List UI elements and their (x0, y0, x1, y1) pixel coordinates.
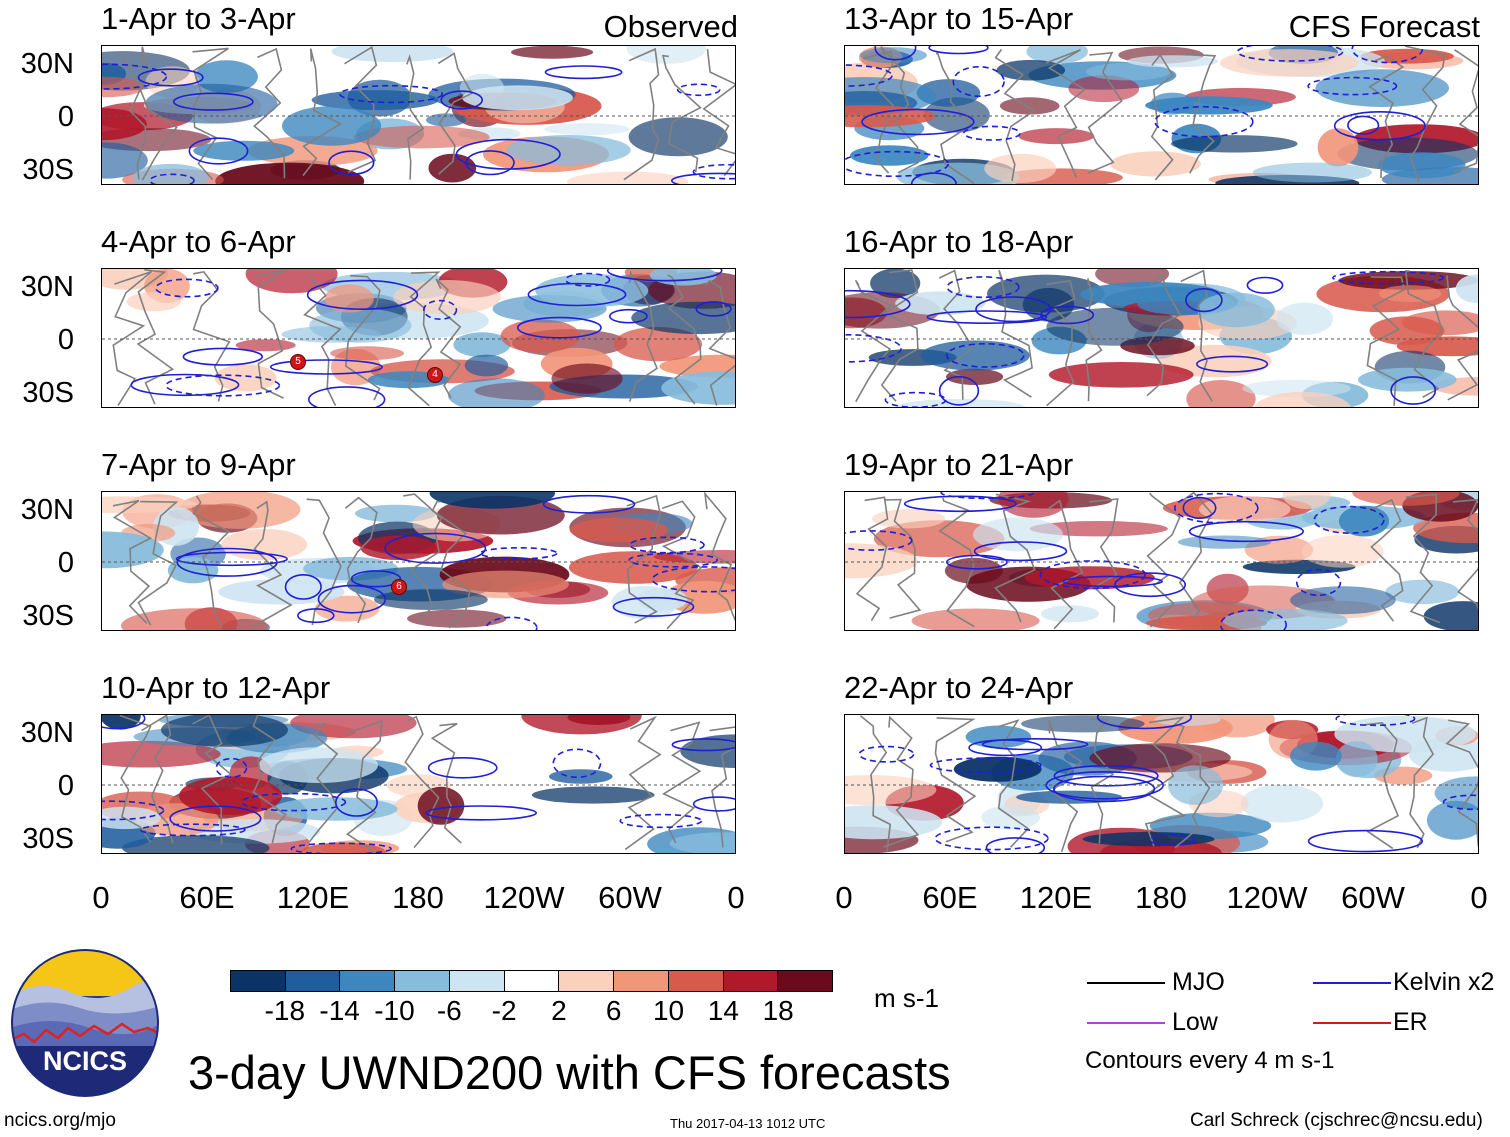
colorbar-swatch (449, 971, 505, 991)
colorbar-swatch (285, 971, 341, 991)
contour-note: Contours every 4 m s-1 (1085, 1047, 1335, 1074)
y-label-0: 0 (57, 547, 74, 579)
storm-marker: 5 (290, 354, 306, 370)
colorbar-tick-label: 14 (707, 995, 739, 1026)
colorbar-tick-label: -2 (491, 995, 517, 1026)
x-label: 60W (598, 880, 662, 915)
x-label: 180 (1135, 880, 1187, 915)
colorbar-tick-label: 18 (762, 995, 794, 1026)
x-label: 0 (1470, 880, 1488, 915)
figure-title: 3-day UWND200 with CFS forecasts (188, 1046, 951, 1099)
y-label-30s: 30S (22, 600, 74, 632)
storm-marker: 6 (391, 579, 407, 595)
colorbar-swatch (231, 971, 286, 991)
x-label: 0 (727, 880, 745, 915)
panel-title-forecast-3: 19-Apr to 21-Apr (844, 447, 1074, 482)
colorbar-tick-label: 6 (605, 995, 622, 1026)
map-observed-3 (101, 491, 736, 631)
colorbar-tick-label: -18 (264, 995, 306, 1026)
panel-title-observed-4: 10-Apr to 12-Apr (101, 670, 331, 705)
map-field (845, 715, 1478, 853)
colorbar-swatch (614, 971, 669, 991)
x-label: 0 (835, 880, 853, 915)
footer-url[interactable]: ncics.org/mjo (4, 1110, 116, 1131)
map-field (845, 492, 1478, 630)
x-label: 120W (1226, 880, 1308, 915)
map-observed-4 (101, 714, 736, 854)
legend-line-er (1313, 1022, 1391, 1024)
colorbar-tick-label: 10 (652, 995, 685, 1026)
y-label-30s: 30S (22, 377, 74, 409)
legend-label-low: Low (1172, 1008, 1218, 1036)
ncics-logo: NCICS (10, 948, 160, 1098)
x-label: 120W (483, 880, 565, 915)
map-field (102, 492, 735, 630)
logo-text: NCICS (43, 1046, 127, 1076)
legend-line-kelvin (1313, 982, 1391, 984)
colorbar-tick-label: 2 (551, 995, 567, 1026)
y-label-30n: 30N (20, 494, 74, 526)
colorbar-swatch (395, 971, 450, 991)
colorbar (230, 970, 833, 992)
y-label-30s: 30S (22, 154, 74, 186)
y-label-30n: 30N (20, 717, 74, 749)
map-field (845, 46, 1478, 184)
panel-title-observed-3: 7-Apr to 9-Apr (101, 447, 296, 482)
map-observed-1 (101, 45, 736, 185)
map-forecast-1 (844, 45, 1479, 185)
map-field (102, 46, 735, 184)
x-label: 0 (92, 880, 110, 915)
y-label-30n: 30N (20, 48, 74, 80)
legend-line-mjo (1087, 982, 1165, 984)
colorbar-swatch (668, 971, 724, 991)
legend-label-er: ER (1393, 1008, 1428, 1036)
x-label: 180 (392, 880, 444, 915)
storm-marker: 4 (427, 367, 443, 383)
y-label-30s: 30S (22, 823, 74, 855)
y-label-30n: 30N (20, 271, 74, 303)
map-observed-2 (101, 268, 736, 408)
colorbar-swatch (504, 971, 560, 991)
panel-title-forecast-4: 22-Apr to 24-Apr (844, 670, 1074, 705)
map-forecast-4 (844, 714, 1479, 854)
colorbar-tick-label: -14 (319, 995, 360, 1026)
colorbar-tick-label: -6 (436, 995, 462, 1026)
map-forecast-3 (844, 491, 1479, 631)
observed-label: Observed (603, 9, 738, 44)
colorbar-swatch (340, 971, 396, 991)
colorbar-swatch (778, 971, 833, 991)
legend-label-mjo: MJO (1172, 968, 1225, 996)
colorbar-swatch (559, 971, 615, 991)
colorbar-tick-label: -10 (374, 995, 415, 1026)
x-label: 120E (276, 880, 350, 915)
panel-title-forecast-2: 16-Apr to 18-Apr (844, 224, 1074, 259)
colorbar-units: m s-1 (874, 983, 939, 1013)
legend-label-kelvin: Kelvin x2 (1393, 968, 1495, 996)
y-label-0: 0 (57, 324, 74, 356)
panel-title-observed-2: 4-Apr to 6-Apr (101, 224, 296, 259)
panel-title-forecast-1: 13-Apr to 15-Apr (844, 1, 1074, 36)
map-forecast-2 (844, 268, 1479, 408)
cfs-forecast-label: CFS Forecast (1288, 9, 1480, 44)
map-field (102, 269, 735, 407)
x-label: 60E (922, 880, 978, 915)
footer-credit: Carl Schreck (cjschrec@ncsu.edu) (1190, 1110, 1483, 1131)
map-field (102, 715, 735, 853)
x-label: 120E (1019, 880, 1093, 915)
y-label-0: 0 (57, 770, 74, 802)
x-label: 60E (179, 880, 235, 915)
colorbar-swatch (723, 971, 779, 991)
legend-line-low (1087, 1022, 1165, 1024)
x-label: 60W (1341, 880, 1405, 915)
y-label-0: 0 (57, 101, 74, 133)
map-field (845, 269, 1478, 407)
panel-title-observed-1: 1-Apr to 3-Apr (101, 1, 296, 36)
footer-timestamp: Thu 2017-04-13 1012 UTC (670, 1116, 826, 1131)
